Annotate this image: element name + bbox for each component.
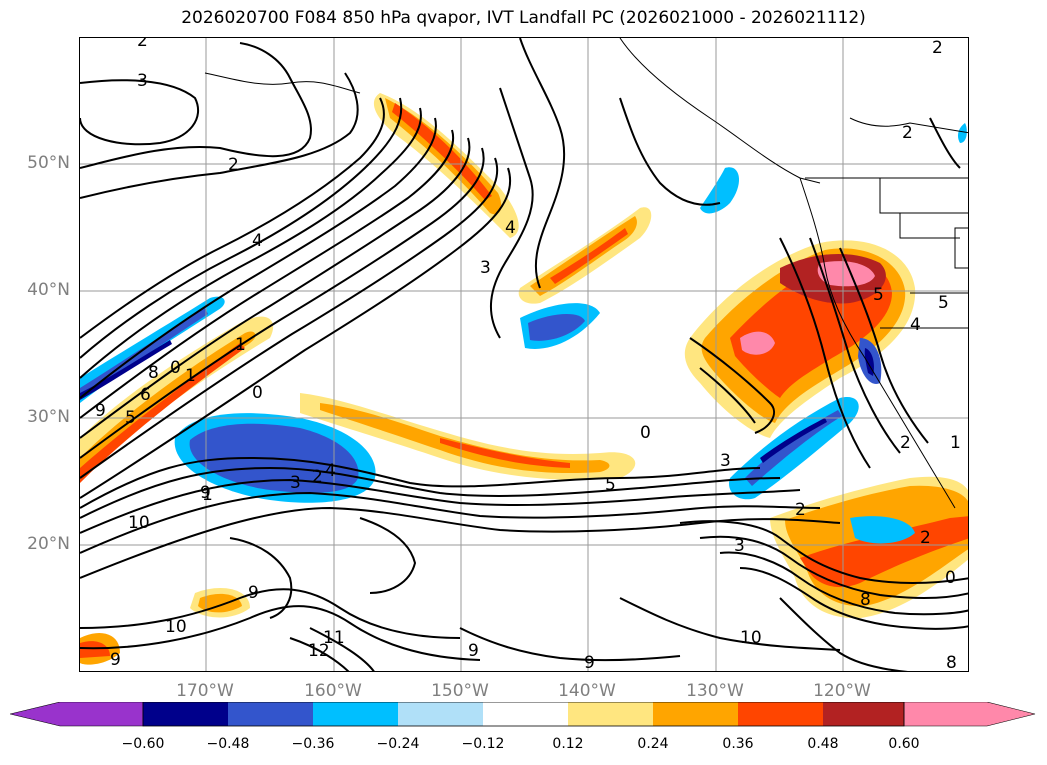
contour-label: 1 bbox=[185, 366, 196, 386]
colorbar-tick: 0.60 bbox=[888, 736, 920, 752]
map-title: 2026020700 F084 850 hPa qvapor, IVT Land… bbox=[181, 8, 866, 28]
lon-label-120w: 120°W bbox=[813, 681, 871, 701]
contour-label: 2 bbox=[137, 38, 148, 51]
contour-label: 9 bbox=[110, 650, 121, 670]
contour-label: 2 bbox=[920, 528, 931, 548]
contour-label: 0 bbox=[252, 383, 263, 403]
colorbar-tick: 0.48 bbox=[807, 736, 839, 752]
contour-label: 3 bbox=[290, 473, 301, 493]
coastlines bbox=[204, 38, 968, 509]
contour-label: 4 bbox=[252, 231, 263, 251]
contour-lines bbox=[80, 38, 968, 671]
contour-label: 3 bbox=[480, 258, 491, 278]
contour-label: 9 bbox=[468, 641, 479, 661]
contour-label: 2 bbox=[900, 433, 911, 453]
lon-label-160w: 160°W bbox=[304, 681, 362, 701]
contour-label: 2 bbox=[312, 467, 323, 487]
contour-label: 4 bbox=[910, 315, 921, 335]
contour-label: 5 bbox=[873, 285, 884, 305]
lat-label-20n: 20°N bbox=[27, 534, 70, 554]
contour-label: 10 bbox=[165, 617, 187, 637]
colorbar-segment bbox=[398, 702, 483, 726]
contour-label: 0 bbox=[640, 423, 651, 443]
lon-label-150w: 150°W bbox=[431, 681, 489, 701]
colorbar-segment bbox=[143, 702, 228, 726]
contour-label-layer: 2 3 2 4 3 4 5 2 2 1 1 0 9 8 6 5 4 3 2 1 … bbox=[95, 38, 961, 672]
colorbar-segment bbox=[228, 702, 313, 726]
contour-label: 6 bbox=[140, 385, 151, 405]
colorbar-extend-high bbox=[903, 702, 1036, 727]
contour-label: 4 bbox=[325, 461, 336, 481]
contour-label: 0 bbox=[945, 568, 956, 588]
contour-label: 1 bbox=[202, 485, 213, 505]
contour-label: 8 bbox=[148, 363, 159, 383]
map-canvas: 2 3 2 4 3 4 5 2 2 1 1 0 9 8 6 5 4 3 2 1 … bbox=[80, 38, 968, 672]
colorbar-tick: 0.24 bbox=[637, 736, 669, 752]
colorbar-segment bbox=[653, 702, 738, 726]
colorbar-extend-low bbox=[10, 702, 144, 727]
contour-label: 2 bbox=[902, 123, 913, 143]
contour-label: 2 bbox=[228, 155, 239, 175]
contour-label: 1 bbox=[950, 433, 961, 453]
contour-label: 9 bbox=[248, 583, 259, 603]
contour-label: 12 bbox=[308, 641, 330, 661]
contour-label: 11 bbox=[323, 628, 345, 648]
colorbar-tick: −0.36 bbox=[291, 736, 335, 752]
colorbar-segment bbox=[823, 702, 904, 726]
colorbar-segment bbox=[568, 702, 653, 726]
colorbar-segment bbox=[738, 702, 823, 726]
contour-label: 4 bbox=[505, 218, 516, 238]
contour-label: 2 bbox=[932, 38, 943, 58]
lat-label-30n: 30°N bbox=[27, 407, 70, 427]
colorbar-tick: 0.12 bbox=[552, 736, 584, 752]
lon-label-170w: 170°W bbox=[176, 681, 234, 701]
contour-label: 5 bbox=[938, 293, 949, 313]
colorbar-tick: −0.24 bbox=[376, 736, 420, 752]
colorbar-segment bbox=[313, 702, 398, 726]
contour-label: 9 bbox=[200, 483, 211, 503]
colorbar-tick: −0.12 bbox=[461, 736, 505, 752]
contour-label: 5 bbox=[605, 475, 616, 495]
contour-label: 3 bbox=[137, 71, 148, 91]
colorbar-tick: −0.48 bbox=[206, 736, 250, 752]
colorbar-tick: −0.60 bbox=[121, 736, 165, 752]
contour-label: 9 bbox=[584, 653, 595, 672]
colorbar-tick: 0.36 bbox=[722, 736, 754, 752]
contour-label: 9 bbox=[95, 401, 106, 421]
lon-label-130w: 130°W bbox=[686, 681, 744, 701]
colorbar bbox=[10, 702, 1036, 727]
contour-label: 10 bbox=[740, 628, 762, 648]
contour-label: 3 bbox=[720, 451, 731, 471]
contour-label: 5 bbox=[125, 408, 136, 428]
contour-label: 8 bbox=[946, 653, 957, 672]
contour-label: 1 bbox=[235, 335, 246, 355]
lat-label-40n: 40°N bbox=[27, 280, 70, 300]
lat-label-50n: 50°N bbox=[27, 153, 70, 173]
shaded-field-layer bbox=[80, 93, 968, 665]
contour-label: 2 bbox=[795, 500, 806, 520]
contour-label: 3 bbox=[734, 536, 745, 556]
contour-label: 8 bbox=[860, 590, 871, 610]
contour-label: 0 bbox=[170, 358, 181, 378]
colorbar-segment bbox=[483, 702, 568, 726]
contour-label: 10 bbox=[128, 513, 150, 533]
map-panel: 2 3 2 4 3 4 5 2 2 1 1 0 9 8 6 5 4 3 2 1 … bbox=[79, 37, 969, 672]
lon-label-140w: 140°W bbox=[558, 681, 616, 701]
